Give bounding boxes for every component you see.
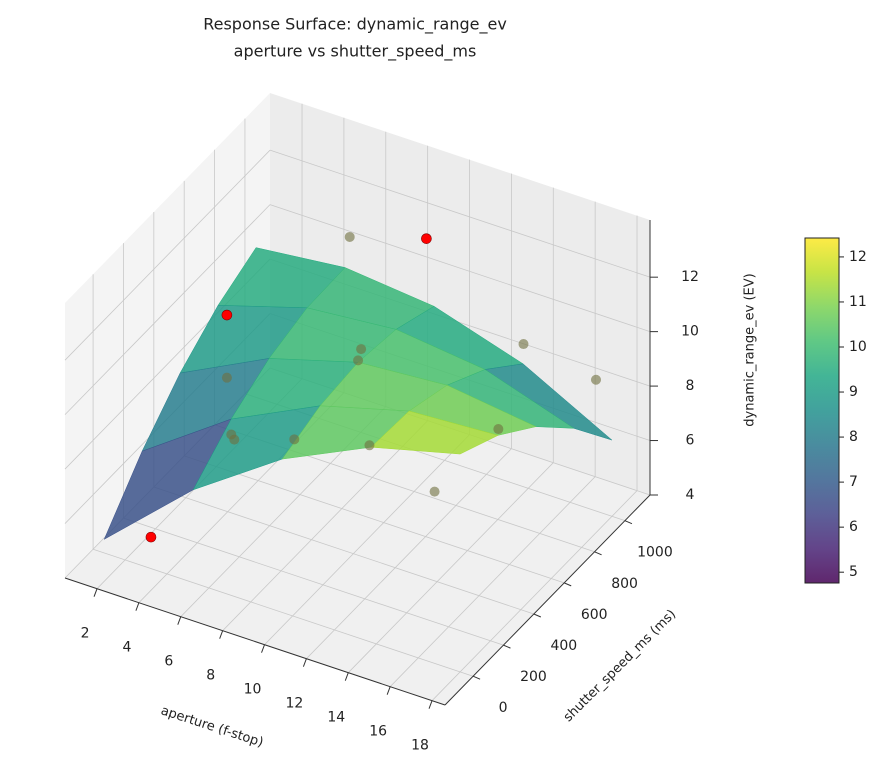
colorbar-tick-label: 11: [849, 294, 867, 310]
colorbar-tick-label: 6: [849, 519, 858, 535]
y-tick-label: 0: [499, 700, 508, 716]
z-tick-label: 12: [681, 269, 699, 285]
tick-mark: [93, 588, 98, 597]
tick-mark: [472, 675, 481, 680]
z-tick-label: 10: [681, 324, 699, 340]
grid-line: [92, 548, 474, 677]
grid-line: [123, 517, 504, 646]
chart-title: Response Surface: dynamic_range_ev: [203, 15, 507, 35]
tick-mark: [302, 658, 307, 667]
y-tick-label: 400: [550, 638, 577, 654]
left-pane: [65, 93, 270, 578]
z-tick-label: 8: [686, 378, 695, 394]
tick-mark: [564, 582, 572, 587]
grid-line: [153, 486, 534, 615]
grid-line: [64, 149, 271, 361]
data-point: [353, 355, 364, 366]
data-point: [289, 434, 300, 445]
grid-line: [347, 462, 554, 673]
colorbar-tick-label: 10: [849, 339, 867, 355]
z-axis-label: dynamic_range_ev (EV): [743, 273, 758, 426]
data-point: [145, 531, 157, 543]
data-point: [229, 434, 240, 445]
grid-line: [222, 420, 428, 631]
x-tick-label: 8: [206, 668, 215, 684]
tick-mark: [135, 602, 140, 611]
colorbar: [804, 237, 840, 584]
x-tick-label: 14: [327, 710, 345, 726]
tick-mark: [261, 644, 265, 653]
tick-mark: [177, 616, 182, 625]
tick-mark: [344, 672, 349, 681]
tick-mark: [594, 551, 602, 556]
colorbar-tick-label: 8: [849, 429, 858, 445]
data-point: [356, 344, 367, 355]
grid-line: [264, 434, 470, 645]
x-tick-label: 10: [244, 682, 262, 698]
data-point: [518, 339, 529, 350]
grid-line: [389, 476, 596, 687]
y-tick-label: 1000: [637, 545, 673, 561]
grid-line: [184, 455, 565, 584]
colorbar-tick-label: 9: [849, 384, 858, 400]
x-tick-label: 6: [164, 654, 173, 670]
data-point: [344, 231, 355, 242]
z-tick-label: 6: [686, 433, 695, 449]
chart-subtitle: aperture vs shutter_speed_ms: [234, 42, 477, 62]
x-axis-line: [64, 577, 446, 706]
tick-mark: [386, 686, 391, 695]
tick-mark: [624, 520, 633, 525]
data-point: [364, 440, 375, 451]
grid-line: [269, 149, 651, 278]
x-tick-label: 12: [285, 696, 303, 712]
y-axis-line: [444, 494, 651, 706]
grid-line: [64, 204, 271, 415]
tick-mark: [219, 630, 224, 639]
x-axis-label: aperture (f-stop): [159, 703, 265, 750]
grid-line: [269, 204, 651, 333]
x-tick-label: 18: [411, 738, 429, 754]
z-tick-label: 4: [686, 487, 695, 503]
y-axis-label: shutter_speed_ms (ms): [561, 607, 679, 725]
tick-mark: [428, 700, 433, 709]
grid-line: [431, 490, 638, 701]
data-point: [493, 424, 504, 435]
data-point: [221, 372, 232, 383]
colorbar-tick-label: 5: [849, 564, 858, 580]
surface-patch: [370, 410, 499, 455]
y-tick-label: 200: [520, 669, 547, 685]
y-tick-label: 800: [611, 576, 638, 592]
data-point: [590, 374, 601, 385]
data-point: [429, 486, 440, 497]
colorbar-tick-label: 7: [849, 474, 858, 490]
colorbar-tick-label: 12: [849, 249, 867, 265]
x-tick-label: 16: [369, 724, 387, 740]
x-tick-label: 4: [122, 640, 131, 656]
y-tick-label: 600: [581, 607, 608, 623]
x-tick-label: 2: [81, 626, 90, 642]
tick-mark: [503, 644, 511, 649]
tick-mark: [533, 613, 542, 618]
data-point: [221, 309, 233, 321]
data-point: [421, 233, 432, 244]
grid-line: [306, 448, 512, 659]
